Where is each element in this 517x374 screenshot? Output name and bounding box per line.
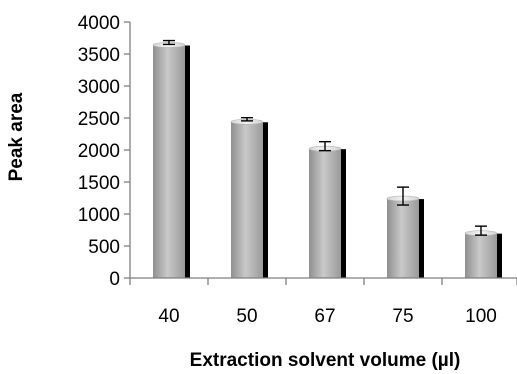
y-tick-label: 1500 xyxy=(78,173,120,194)
y-tick-label: 1000 xyxy=(78,205,120,226)
bar-100 xyxy=(464,230,502,278)
error-bar-100 xyxy=(475,225,487,236)
axes-layer: 0 500 1000 1500 2000 2500 3000 3500 4000 40 50 67 75… xyxy=(78,13,517,327)
bars-layer xyxy=(152,42,502,279)
bar-shadow xyxy=(340,149,346,278)
bar-shadow xyxy=(496,233,502,278)
x-tick-label: 75 xyxy=(392,306,413,327)
bar-shadow xyxy=(262,122,268,278)
bar-50 xyxy=(230,118,268,278)
bar-body xyxy=(153,44,185,279)
y-tick-label: 0 xyxy=(109,269,120,290)
bar-shadow xyxy=(418,199,424,278)
bar-body xyxy=(309,148,341,278)
x-axis-title: Extraction solvent volume (µl) xyxy=(190,350,461,371)
bar-shadow xyxy=(184,45,190,279)
y-tick-label: 3000 xyxy=(78,77,120,98)
error-bars-layer xyxy=(163,39,487,236)
error-bar-75 xyxy=(397,186,409,206)
bar-75 xyxy=(386,195,424,278)
y-tick-label: 4000 xyxy=(78,13,120,34)
error-bar-67 xyxy=(319,140,331,152)
y-tick-label: 2000 xyxy=(78,141,120,162)
error-bar-50 xyxy=(241,116,253,122)
x-tick-label: 67 xyxy=(314,306,335,327)
x-tick-label: 100 xyxy=(465,306,497,327)
y-tick-label: 2500 xyxy=(78,109,120,130)
y-tick-label: 3500 xyxy=(78,45,120,66)
bar-body xyxy=(465,233,497,278)
bar-67 xyxy=(308,145,346,278)
error-bar-40 xyxy=(163,39,175,46)
y-axis-title: Peak area xyxy=(6,92,27,181)
bar-40 xyxy=(152,42,190,279)
x-tick-label: 40 xyxy=(158,306,179,327)
x-tick-label: 50 xyxy=(236,306,257,327)
bar-body xyxy=(387,198,419,278)
bar-body xyxy=(231,121,263,278)
y-tick-label: 500 xyxy=(88,237,120,258)
